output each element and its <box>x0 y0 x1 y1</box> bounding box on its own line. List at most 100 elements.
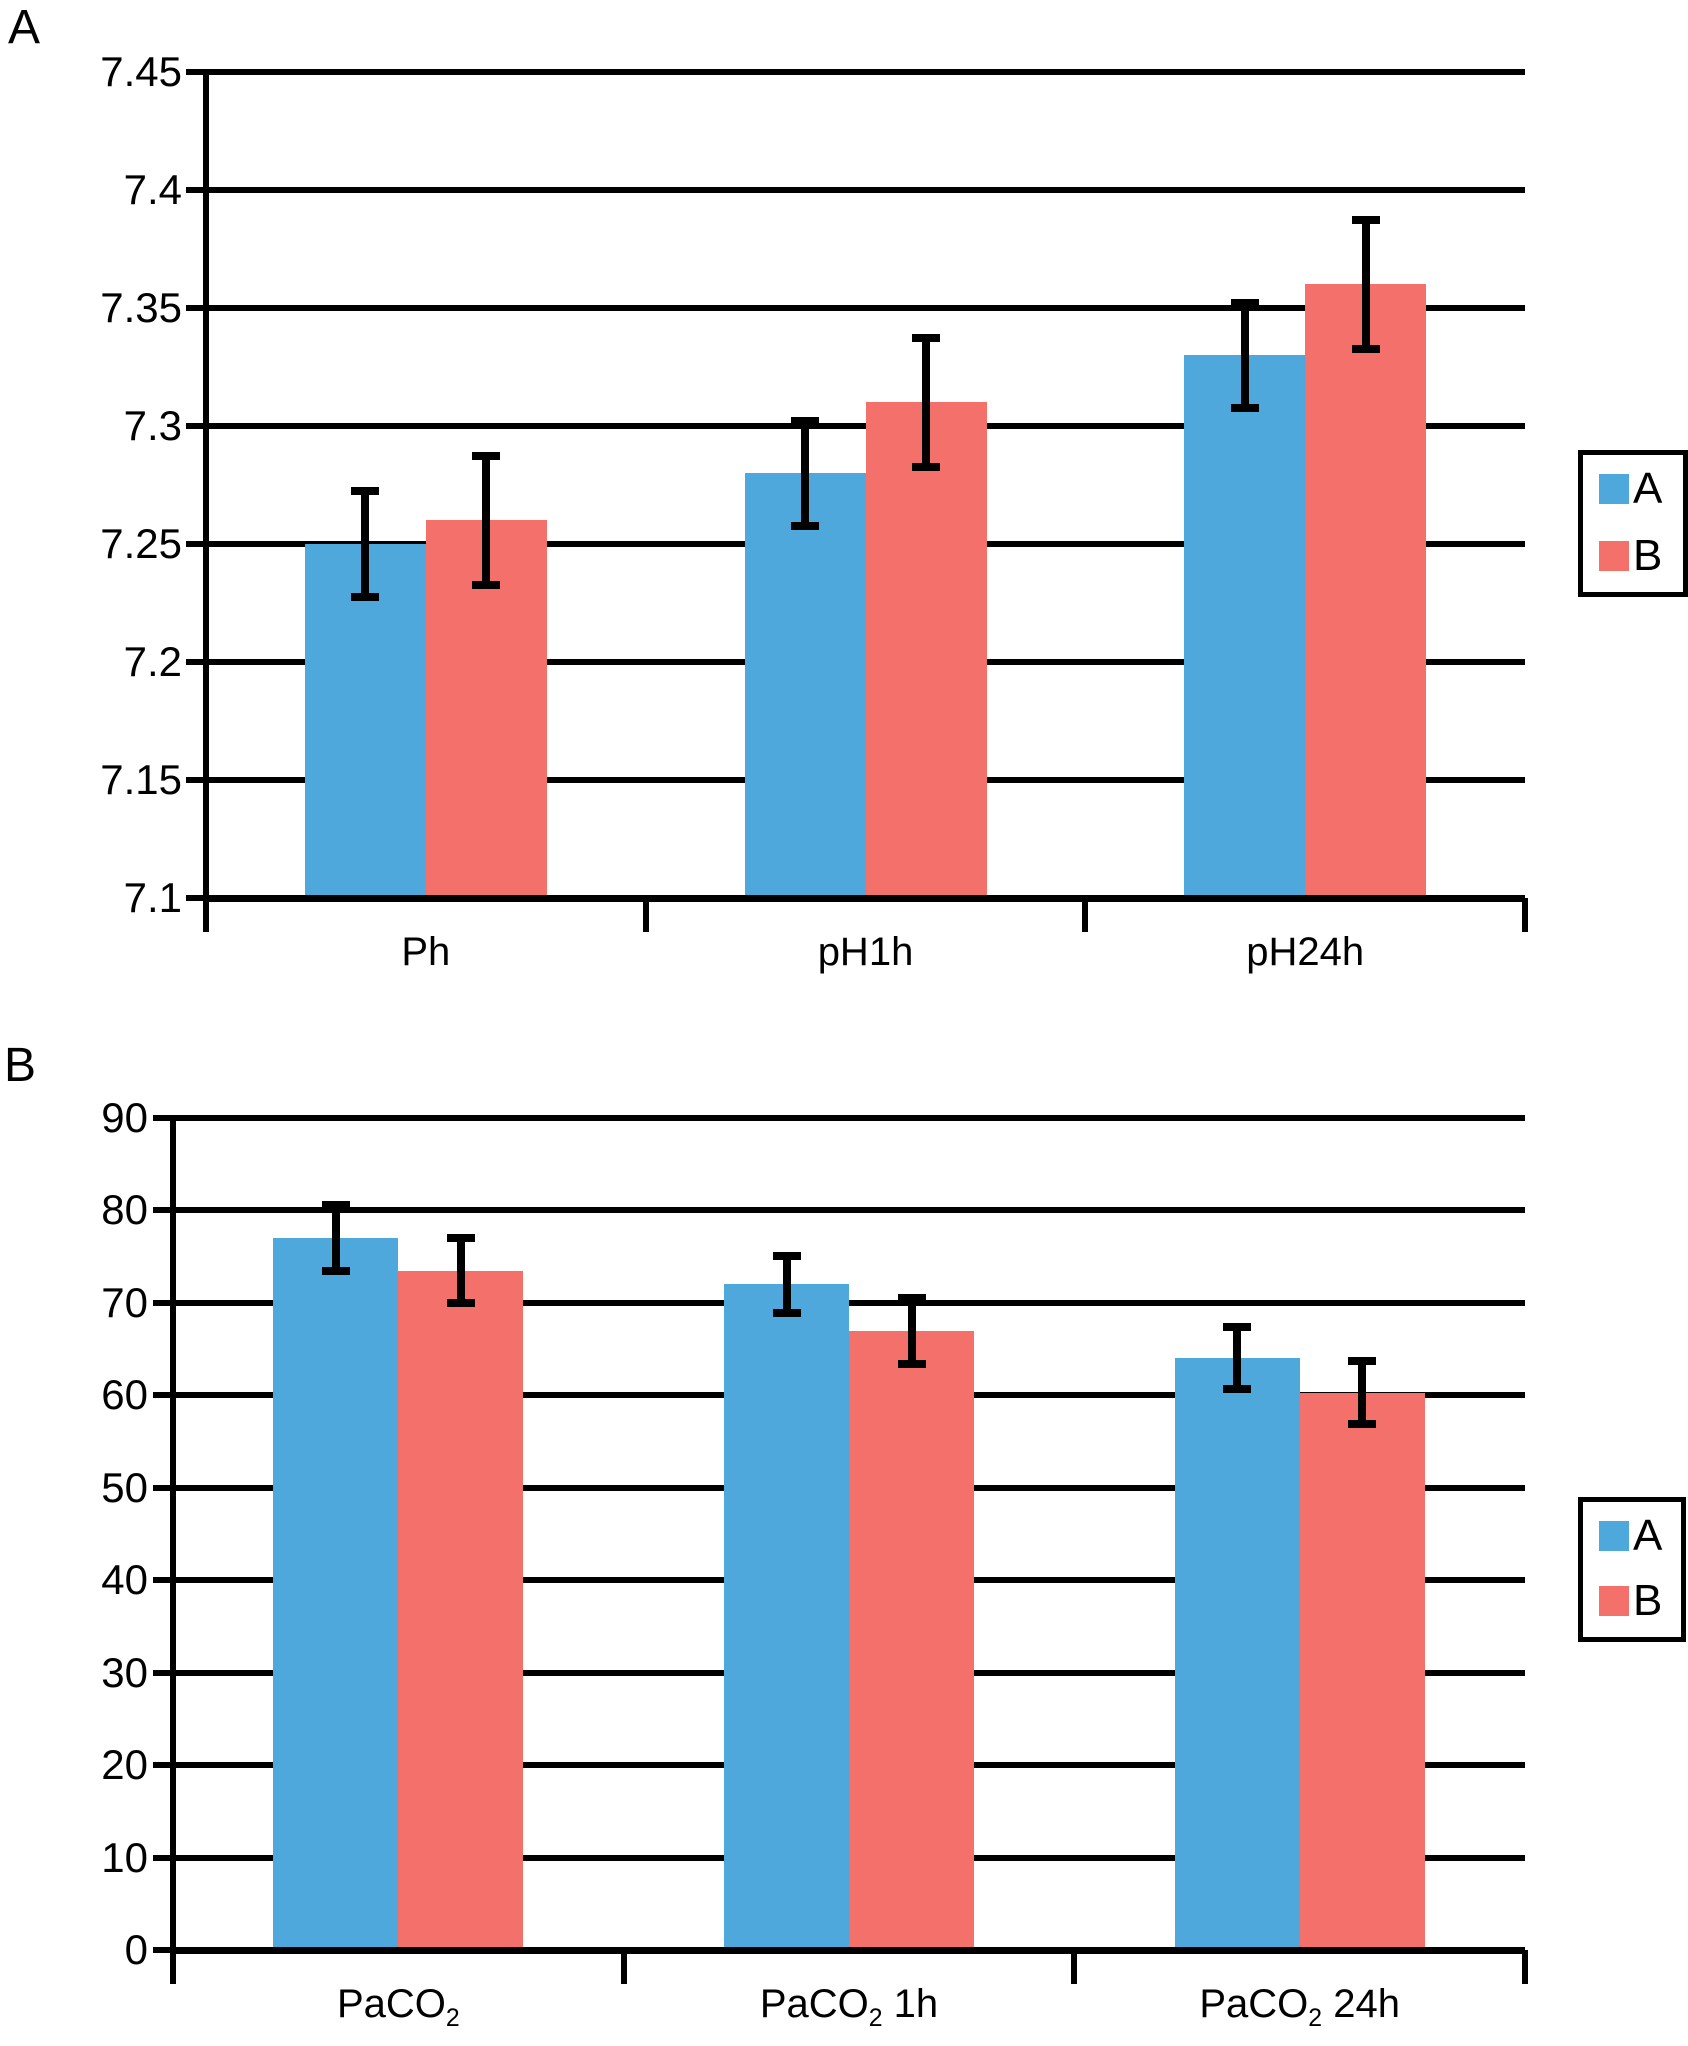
error-bar <box>897 1293 926 1368</box>
legend-swatch-b <box>1599 1586 1629 1616</box>
error-bar <box>1351 215 1380 353</box>
bar-a-2 <box>1184 355 1306 898</box>
x-tick <box>620 1950 627 1984</box>
x-tick <box>1082 898 1089 932</box>
panel-b-label: B <box>4 1039 37 1092</box>
error-stem <box>922 333 930 471</box>
y-tick <box>186 541 206 547</box>
bar-a-1 <box>724 1284 849 1950</box>
error-stem <box>782 1252 791 1317</box>
y-tick <box>186 659 206 665</box>
error-stem <box>361 487 370 601</box>
x-category-label: PaCO2 24h <box>1199 1982 1400 2032</box>
gridline <box>173 1115 1525 1121</box>
legend-entry-b: B <box>1599 1579 1675 1623</box>
x-tick <box>1071 1950 1078 1984</box>
error-bar <box>321 1201 350 1276</box>
subscript: 2 <box>1308 2005 1323 2032</box>
legend-swatch-b <box>1599 541 1629 571</box>
legend-swatch-a <box>1599 474 1629 504</box>
y-tick <box>186 777 206 783</box>
error-stem <box>1361 215 1370 353</box>
y-tick <box>186 305 206 311</box>
error-stem <box>1358 1357 1367 1428</box>
y-tick-label: 7.35 <box>100 284 182 331</box>
error-cap-bottom <box>897 1359 926 1368</box>
y-axis-line <box>203 69 209 932</box>
error-bar <box>791 416 819 530</box>
error-cap-top <box>1351 215 1380 224</box>
legend-label-a: A <box>1633 464 1663 513</box>
panel-a-label: A <box>8 1 41 54</box>
error-cap-top <box>1223 1323 1252 1332</box>
y-tick-label: 0 <box>124 1926 148 1973</box>
error-cap-top <box>446 1234 475 1243</box>
subscript: 2 <box>868 2005 883 2032</box>
error-cap-bottom <box>1348 1419 1377 1428</box>
bar-a-2 <box>1174 1358 1300 1950</box>
y-tick <box>186 423 206 429</box>
y-axis-line <box>170 1115 176 1984</box>
error-bar <box>1348 1357 1377 1428</box>
y-tick-label: 7.4 <box>123 166 182 213</box>
bar-a-0 <box>273 1238 399 1950</box>
error-cap-bottom <box>1230 403 1259 412</box>
x-category-label: PaCO2 <box>336 1982 460 2032</box>
y-tick-label: 20 <box>101 1741 148 1789</box>
bar-b-1 <box>865 402 987 898</box>
error-stem <box>907 1293 916 1368</box>
error-bar <box>351 487 380 601</box>
error-cap-bottom <box>1223 1385 1252 1394</box>
x-tick <box>1522 1950 1528 1984</box>
legend-entry-b: B <box>1599 534 1677 578</box>
legend-entry-a: A <box>1599 1514 1675 1558</box>
error-cap-bottom <box>446 1298 475 1307</box>
y-tick-label: 90 <box>101 1094 148 1141</box>
x-category-label: Ph <box>401 930 451 974</box>
y-tick-label: 80 <box>101 1186 148 1234</box>
error-stem <box>801 416 809 530</box>
bar-b-1 <box>849 1330 974 1950</box>
error-stem <box>331 1201 340 1276</box>
y-tick <box>153 1207 173 1214</box>
y-tick <box>153 1115 173 1121</box>
error-cap-top <box>321 1201 350 1210</box>
y-tick <box>186 895 206 901</box>
error-cap-top <box>1230 298 1259 307</box>
error-cap-bottom <box>791 521 819 530</box>
bar-a-1 <box>744 473 866 898</box>
error-cap-top <box>772 1252 801 1261</box>
y-tick-label: 30 <box>101 1648 148 1696</box>
bar-b-2 <box>1305 284 1427 898</box>
y-tick-label: 7.1 <box>123 874 182 921</box>
x-category-label: pH1h <box>817 930 914 974</box>
error-cap-top <box>472 451 501 460</box>
error-cap-bottom <box>772 1308 801 1317</box>
bar-b-0 <box>398 1270 524 1950</box>
error-cap-top <box>897 1293 926 1302</box>
x-category-label: PaCO2 1h <box>759 1982 939 2032</box>
error-cap-bottom <box>1351 344 1380 353</box>
gridline <box>173 1207 1525 1214</box>
y-tick-label: 10 <box>101 1833 148 1881</box>
error-stem <box>456 1234 465 1307</box>
error-cap-bottom <box>321 1267 350 1276</box>
x-axis-line <box>206 894 1525 902</box>
legend-label-b: B <box>1633 531 1663 580</box>
y-tick <box>153 1577 173 1584</box>
y-tick-label: 50 <box>101 1463 148 1511</box>
y-tick-label: 70 <box>101 1278 148 1326</box>
error-bar <box>1223 1323 1252 1394</box>
error-cap-top <box>791 416 819 425</box>
gridline <box>173 1299 1525 1306</box>
y-tick <box>153 1669 173 1676</box>
y-tick-label: 7.25 <box>100 520 182 567</box>
error-stem <box>1233 1323 1242 1394</box>
y-tick <box>153 1947 173 1953</box>
error-cap-top <box>1348 1357 1377 1366</box>
y-tick <box>153 1299 173 1306</box>
y-tick <box>186 69 206 75</box>
